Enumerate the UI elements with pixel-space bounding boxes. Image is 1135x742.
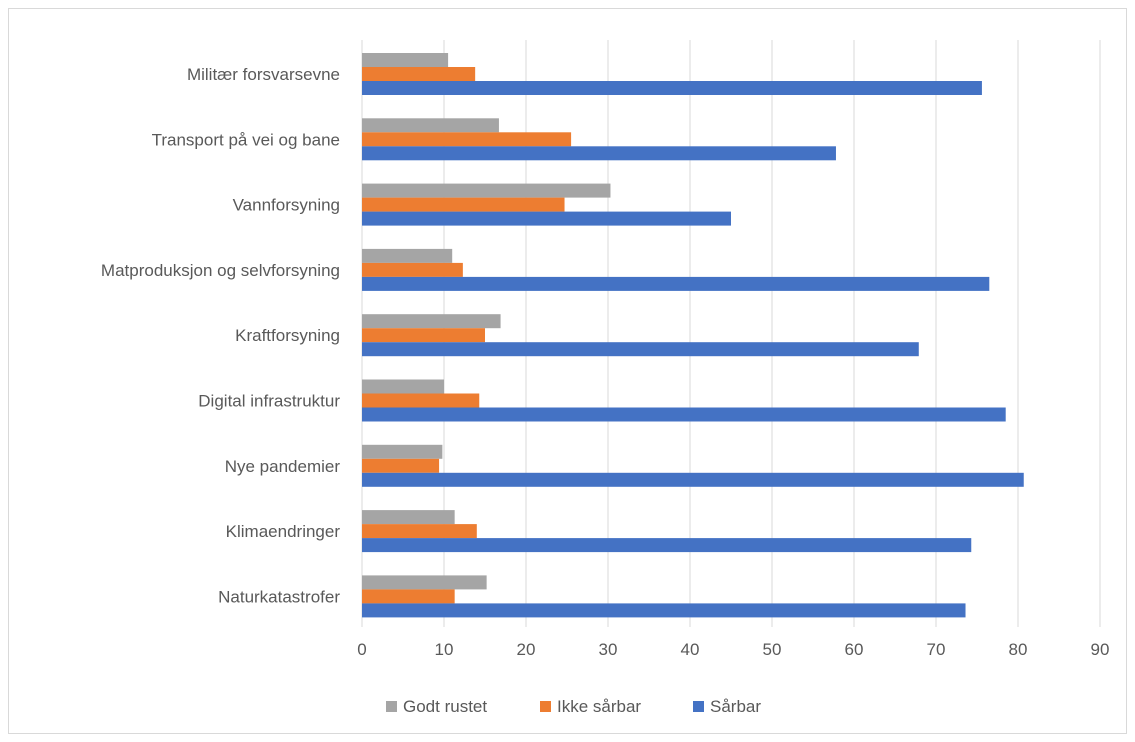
legend-swatch <box>693 701 704 712</box>
bar-sårbar <box>362 603 966 618</box>
bar-godt-rustet <box>362 53 449 67</box>
x-tick-labels: 0 10 20 30 40 50 60 70 80 90 <box>357 640 1109 659</box>
x-tick-label: 60 <box>845 640 864 659</box>
x-tick-label: 70 <box>927 640 946 659</box>
bar-godt-rustet <box>362 379 444 394</box>
x-tick-label: 20 <box>517 640 536 659</box>
category-label: Matproduksjon og selvforsyning <box>101 261 340 280</box>
category-label: Transport på vei og bane <box>152 130 340 149</box>
bar-ikke-sårbar <box>362 197 565 212</box>
bar-sårbar <box>362 276 990 291</box>
legend: Godt rustet Ikke sårbar Sårbar <box>386 697 761 716</box>
bar-sårbar <box>362 538 972 553</box>
bar-ikke-sårbar <box>362 132 572 147</box>
bar-ikke-sårbar <box>362 393 480 408</box>
category-label: Kraftforsyning <box>235 326 340 345</box>
bar-godt-rustet <box>362 118 499 133</box>
x-tick-label: 0 <box>357 640 366 659</box>
category-label: Klimaendringer <box>226 522 341 541</box>
bar-sårbar <box>362 342 919 357</box>
legend-swatch <box>386 701 397 712</box>
bar-sårbar <box>362 146 836 161</box>
x-tick-label: 90 <box>1091 640 1110 659</box>
category-labels: Militær forsvarsevne Transport på vei og … <box>101 65 340 606</box>
bar-godt-rustet <box>362 314 501 329</box>
bar-godt-rustet <box>362 248 453 263</box>
x-tick-label: 30 <box>599 640 618 659</box>
category-label: Militær forsvarsevne <box>187 65 340 84</box>
bar-godt-rustet <box>362 183 611 198</box>
bar-sårbar <box>362 81 982 95</box>
bar-sårbar <box>362 472 1024 487</box>
bars <box>362 53 1024 618</box>
legend-label: Godt rustet <box>403 697 487 716</box>
legend-label: Ikke sårbar <box>557 697 641 716</box>
legend-swatch <box>540 701 551 712</box>
legend-label: Sårbar <box>710 697 761 716</box>
category-label: Vannforsyning <box>233 196 340 215</box>
category-label: Digital infrastruktur <box>198 392 340 411</box>
bar-ikke-sårbar <box>362 589 455 604</box>
bar-ikke-sårbar <box>362 458 440 473</box>
bar-ikke-sårbar <box>362 262 463 277</box>
category-label: Naturkatastrofer <box>218 587 340 606</box>
bar-godt-rustet <box>362 444 443 459</box>
bar-ikke-sårbar <box>362 524 477 539</box>
category-label: Nye pandemier <box>225 457 341 476</box>
bar-sårbar <box>362 211 731 226</box>
x-tick-label: 50 <box>763 640 782 659</box>
x-tick-label: 10 <box>435 640 454 659</box>
x-tick-label: 80 <box>1009 640 1028 659</box>
bar-ikke-sårbar <box>362 67 476 81</box>
bar-godt-rustet <box>362 510 455 525</box>
bar-ikke-sårbar <box>362 328 485 343</box>
bar-sårbar <box>362 407 1006 422</box>
x-tick-label: 40 <box>681 640 700 659</box>
bar-godt-rustet <box>362 575 487 590</box>
